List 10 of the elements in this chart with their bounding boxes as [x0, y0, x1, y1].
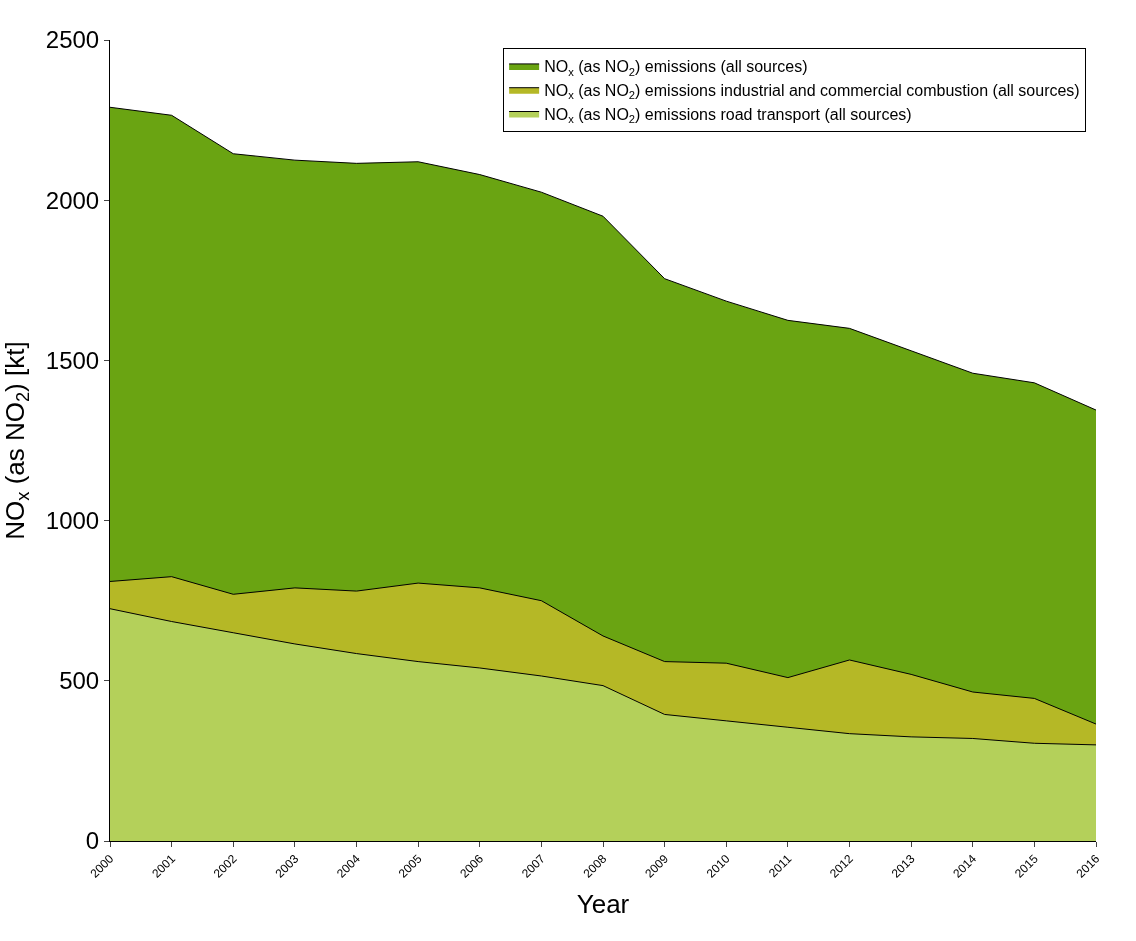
y-tick-label: 1000	[45, 507, 100, 534]
legend-label: NO$_{x}$ (as NO$_{2}$) emissions road transport (all sources)	[544, 105, 912, 126]
y-tick-label: 0	[85, 827, 100, 855]
y-tick-label: 2500	[45, 26, 100, 54]
legend-label: NO$_{x}$ (as NO$_{2}$) emissions industrial and commercial combustion (all sources)	[544, 81, 1080, 102]
y-tick-label: 1500	[45, 346, 100, 374]
y-tick-label: 2000	[45, 186, 100, 214]
y-tick-label: 500	[59, 667, 100, 695]
x-axis-title: Year	[576, 889, 630, 920]
legend-label: NO$_{x}$ (as NO$_{2}$) emissions (all sources)	[544, 58, 808, 78]
